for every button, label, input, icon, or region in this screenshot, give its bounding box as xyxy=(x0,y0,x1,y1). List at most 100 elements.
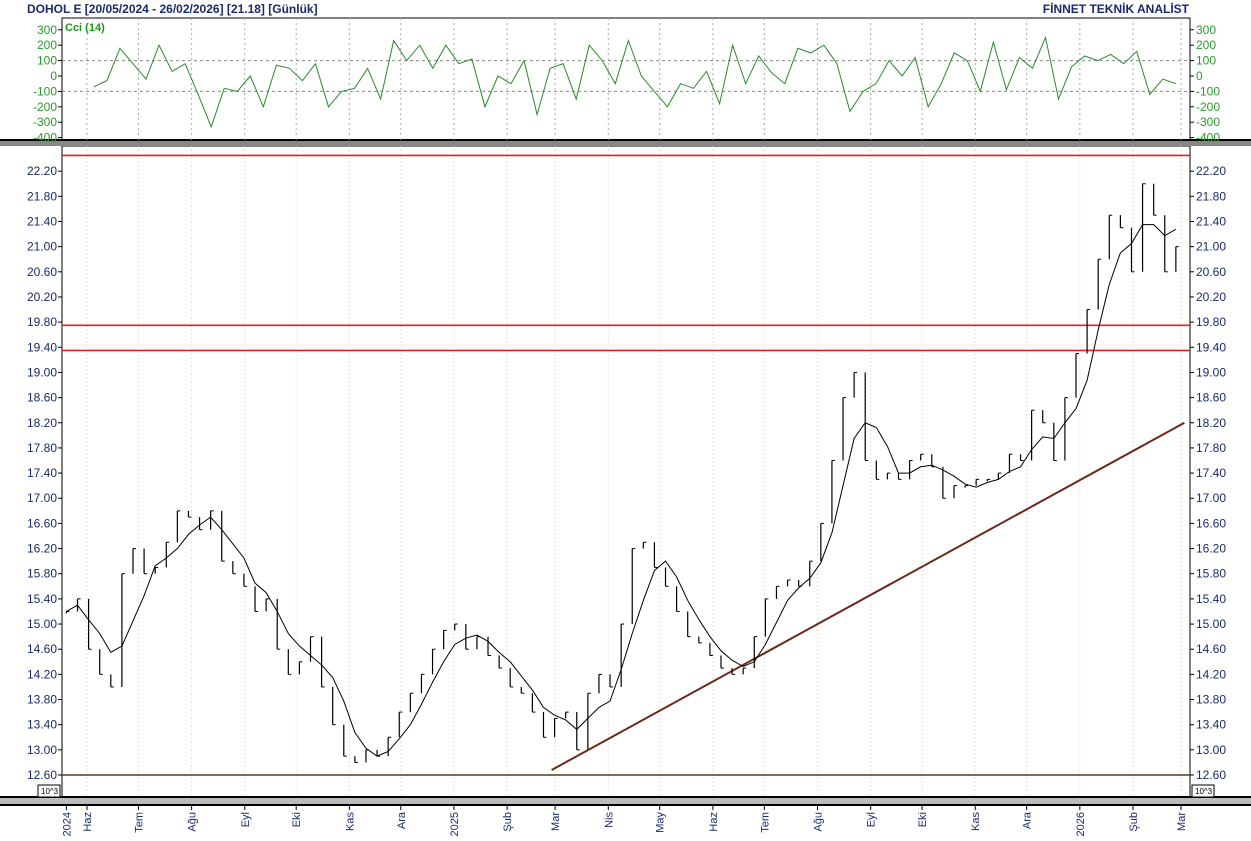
price-y-label-left: 15.00 xyxy=(27,617,57,631)
x-tick-label: Şub xyxy=(1128,812,1140,832)
cci-y-label-left: -300 xyxy=(33,115,57,129)
price-y-label-right: 16.60 xyxy=(1196,516,1226,530)
price-y-label-right: 20.20 xyxy=(1196,290,1226,304)
price-y-label-right: 16.20 xyxy=(1196,542,1226,556)
price-y-label-left: 22.20 xyxy=(27,164,57,178)
price-y-label-right: 18.20 xyxy=(1196,416,1226,430)
cci-y-label-left: -400 xyxy=(33,131,57,145)
price-y-label-left: 13.40 xyxy=(27,718,57,732)
x-tick-label: Kas xyxy=(970,812,982,831)
cci-y-label-right: 300 xyxy=(1196,23,1216,37)
price-y-label-left: 21.40 xyxy=(27,214,57,228)
price-y-label-right: 15.00 xyxy=(1196,617,1226,631)
price-y-label-left: 20.20 xyxy=(27,290,57,304)
x-tick-label: Kas xyxy=(344,812,356,831)
x-tick-label: Nis xyxy=(603,812,615,828)
price-y-label-right: 12.60 xyxy=(1196,768,1226,782)
cci-title: Cci (14) xyxy=(65,22,105,34)
price-y-label-right: 17.40 xyxy=(1196,466,1226,480)
price-y-label-right: 19.40 xyxy=(1196,340,1226,354)
moving-average-line xyxy=(66,224,1177,757)
x-tick-label: Eki xyxy=(917,812,929,827)
cci-y-label-left: 200 xyxy=(37,38,57,52)
cci-line xyxy=(93,35,1177,129)
price-y-label-left: 13.00 xyxy=(27,743,57,757)
price-y-label-left: 21.00 xyxy=(27,240,57,254)
panel-separator xyxy=(0,140,1251,146)
price-y-label-left: 20.60 xyxy=(27,265,57,279)
price-y-label-left: 17.80 xyxy=(27,441,57,455)
x-tick-label: Ara xyxy=(1022,811,1034,829)
price-y-label-right: 13.80 xyxy=(1196,693,1226,707)
price-y-label-left: 13.80 xyxy=(27,693,57,707)
price-y-label-left: 17.00 xyxy=(27,491,57,505)
x-tick-label: Eyl xyxy=(866,812,878,827)
cci-y-label-right: 200 xyxy=(1196,38,1216,52)
brand-label: FİNNET TEKNİK ANALİST xyxy=(1042,2,1189,16)
price-y-label-right: 14.60 xyxy=(1196,642,1226,656)
x-tick-label: Haz xyxy=(708,812,720,832)
chart-title: DOHOL E [20/05/2024 - 26/02/2026] [21.18… xyxy=(27,2,318,16)
price-y-label-right: 13.00 xyxy=(1196,743,1226,757)
x-tick-label: Eyl xyxy=(240,812,252,827)
price-y-label-right: 19.00 xyxy=(1196,365,1226,379)
price-panel xyxy=(61,145,1191,798)
price-y-label-right: 21.80 xyxy=(1196,189,1226,203)
x-tick-label: Şub xyxy=(502,812,514,832)
cci-panel xyxy=(61,17,1191,141)
price-y-label-left: 15.40 xyxy=(27,592,57,606)
x-tick-label: Haz xyxy=(82,812,94,832)
price-y-label-left: 19.40 xyxy=(27,340,57,354)
price-y-label-left: 14.20 xyxy=(27,667,57,681)
price-y-label-left: 16.60 xyxy=(27,516,57,530)
cci-y-label-left: -200 xyxy=(33,100,57,114)
cci-y-label-left: 300 xyxy=(37,23,57,37)
cci-y-label-right: -100 xyxy=(1196,84,1220,98)
scale-box-right xyxy=(1191,784,1215,798)
price-y-label-right: 18.60 xyxy=(1196,391,1226,405)
cci-y-label-left: -100 xyxy=(33,84,57,98)
x-tick-label: Tem xyxy=(133,812,145,833)
cci-y-label-right: -200 xyxy=(1196,100,1220,114)
x-tick-label: Ara xyxy=(396,811,408,829)
price-y-label-right: 15.80 xyxy=(1196,567,1226,581)
cci-y-label-left: 100 xyxy=(37,54,57,68)
cci-y-label-right: -400 xyxy=(1196,131,1220,145)
price-y-label-left: 18.20 xyxy=(27,416,57,430)
scale-box-left xyxy=(37,784,61,798)
price-y-label-right: 20.60 xyxy=(1196,265,1226,279)
cci-y-label-right: -300 xyxy=(1196,115,1220,129)
scale-label-left: 10^3 xyxy=(41,787,59,796)
x-tick-label: 2025 xyxy=(449,812,461,836)
price-y-label-left: 14.60 xyxy=(27,642,57,656)
price-y-label-right: 21.00 xyxy=(1196,240,1226,254)
x-tick-label: Ağu xyxy=(187,812,199,832)
price-y-label-right: 19.80 xyxy=(1196,315,1226,329)
x-tick-label: Eki xyxy=(291,812,303,827)
x-tick-label: Tem xyxy=(759,812,771,833)
price-y-label-left: 12.60 xyxy=(27,768,57,782)
cci-y-label-left: 0 xyxy=(50,69,57,83)
x-tick-label: Mar xyxy=(1176,812,1188,831)
trend-line xyxy=(551,421,1185,771)
price-y-label-right: 17.00 xyxy=(1196,491,1226,505)
price-y-label-right: 14.20 xyxy=(1196,667,1226,681)
cci-y-label-right: 0 xyxy=(1196,69,1203,83)
price-y-label-right: 21.40 xyxy=(1196,214,1226,228)
price-y-label-left: 18.60 xyxy=(27,391,57,405)
price-y-label-right: 22.20 xyxy=(1196,164,1226,178)
chart-header: DOHOL E [20/05/2024 - 26/02/2026] [21.18… xyxy=(0,0,1251,18)
price-y-label-left: 17.40 xyxy=(27,466,57,480)
price-y-label-right: 17.80 xyxy=(1196,441,1226,455)
price-y-label-left: 19.80 xyxy=(27,315,57,329)
price-y-label-right: 15.40 xyxy=(1196,592,1226,606)
x-tick-label: Mar xyxy=(550,812,562,831)
axis-separator xyxy=(0,797,1251,805)
x-tick-label: Ağu xyxy=(812,812,824,832)
cci-y-label-right: 100 xyxy=(1196,54,1216,68)
x-tick-label: 2026 xyxy=(1075,812,1087,836)
x-tick-label: 2024 xyxy=(61,812,73,836)
price-y-label-left: 21.80 xyxy=(27,189,57,203)
x-tick-label: May xyxy=(655,812,667,833)
